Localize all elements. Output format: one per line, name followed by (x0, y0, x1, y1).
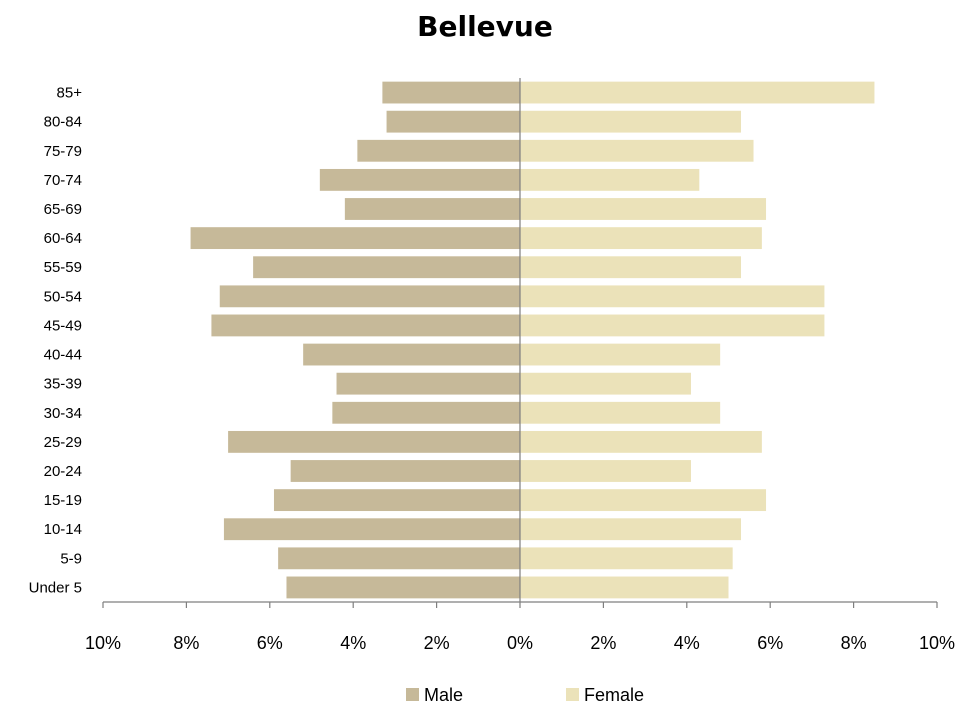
bar-male-10 (219, 285, 520, 308)
legend-label-female: Female (584, 685, 644, 705)
bar-male-7 (336, 372, 520, 395)
category-label-8: 40-44 (44, 347, 82, 364)
bar-female-3 (520, 489, 767, 512)
category-label-9: 45-49 (44, 317, 82, 334)
bar-male-2 (223, 518, 520, 541)
chart-title: Bellevue (417, 10, 553, 43)
category-label-14: 70-74 (44, 172, 82, 189)
category-label-4: 20-24 (44, 463, 82, 480)
bar-female-13 (520, 198, 767, 220)
category-label-16: 80-84 (44, 114, 82, 131)
x-tick-label-4: 2% (424, 633, 450, 653)
bar-male-6 (332, 401, 520, 424)
x-tick-label-2: 6% (257, 633, 283, 653)
category-label-12: 60-64 (44, 230, 82, 247)
bar-female-8 (520, 343, 721, 366)
bar-male-9 (211, 314, 521, 337)
bar-female-0 (520, 576, 729, 599)
category-label-10: 50-54 (44, 288, 82, 305)
x-tick-label-8: 6% (757, 633, 783, 653)
bar-female-10 (520, 285, 825, 308)
bar-male-4 (290, 460, 520, 482)
category-label-2: 10-14 (44, 521, 82, 538)
bar-female-11 (520, 256, 742, 279)
category-labels: Under 5 5-9 10-14 15-19 20-24 25-29 30-34 35-39… (29, 85, 83, 597)
x-tick-label-1: 8% (173, 633, 199, 653)
bar-female-2 (520, 518, 742, 541)
category-label-11: 55-59 (44, 259, 82, 276)
x-tick-label-7: 4% (674, 633, 700, 653)
legend: Male Female (406, 685, 644, 705)
x-tick-labels: 10% 8% 6% 4% 2% 0% 2% 4% 6% 8% 10% (85, 633, 955, 653)
bar-male-11 (253, 256, 520, 279)
category-label-15: 75-79 (44, 143, 82, 160)
category-label-1: 5-9 (60, 550, 82, 567)
bar-male-5 (228, 430, 520, 453)
bar-female-15 (520, 139, 754, 162)
axes-group (102, 78, 938, 608)
bar-male-3 (273, 489, 520, 512)
bar-male-15 (357, 139, 520, 162)
bar-female-4 (520, 460, 691, 482)
bar-female-12 (520, 227, 762, 250)
legend-swatch-female (566, 688, 579, 701)
bar-male-14 (319, 168, 520, 191)
x-tick-label-10: 10% (919, 633, 955, 653)
x-tick-label-6: 2% (590, 633, 616, 653)
bar-male-16 (386, 110, 520, 133)
category-label-17: 85+ (57, 85, 83, 102)
bar-male-1 (278, 547, 520, 570)
x-tick-label-0: 10% (85, 633, 121, 653)
bar-male-13 (344, 198, 520, 220)
x-tick-label-5: 0% (507, 633, 533, 653)
category-label-5: 25-29 (44, 434, 82, 451)
bar-male-17 (382, 81, 520, 104)
bar-female-14 (520, 168, 700, 191)
category-label-13: 65-69 (44, 201, 82, 218)
bar-female-5 (520, 430, 762, 453)
bar-female-17 (520, 81, 875, 104)
bar-female-16 (520, 110, 742, 133)
category-label-7: 35-39 (44, 376, 82, 393)
bar-male-8 (303, 343, 520, 366)
bar-female-9 (520, 314, 825, 337)
bar-male-12 (190, 227, 520, 250)
legend-swatch-male (406, 688, 419, 701)
bar-female-1 (520, 547, 733, 570)
bar-male-0 (286, 576, 520, 599)
bar-female-7 (520, 372, 691, 395)
x-tick-label-9: 8% (841, 633, 867, 653)
bars-group (190, 81, 875, 599)
bar-female-6 (520, 401, 721, 424)
category-label-0: Under 5 (29, 579, 82, 596)
legend-label-male: Male (424, 685, 463, 705)
category-label-6: 30-34 (44, 405, 82, 422)
category-label-3: 15-19 (44, 492, 82, 509)
x-tick-label-3: 4% (340, 633, 366, 653)
